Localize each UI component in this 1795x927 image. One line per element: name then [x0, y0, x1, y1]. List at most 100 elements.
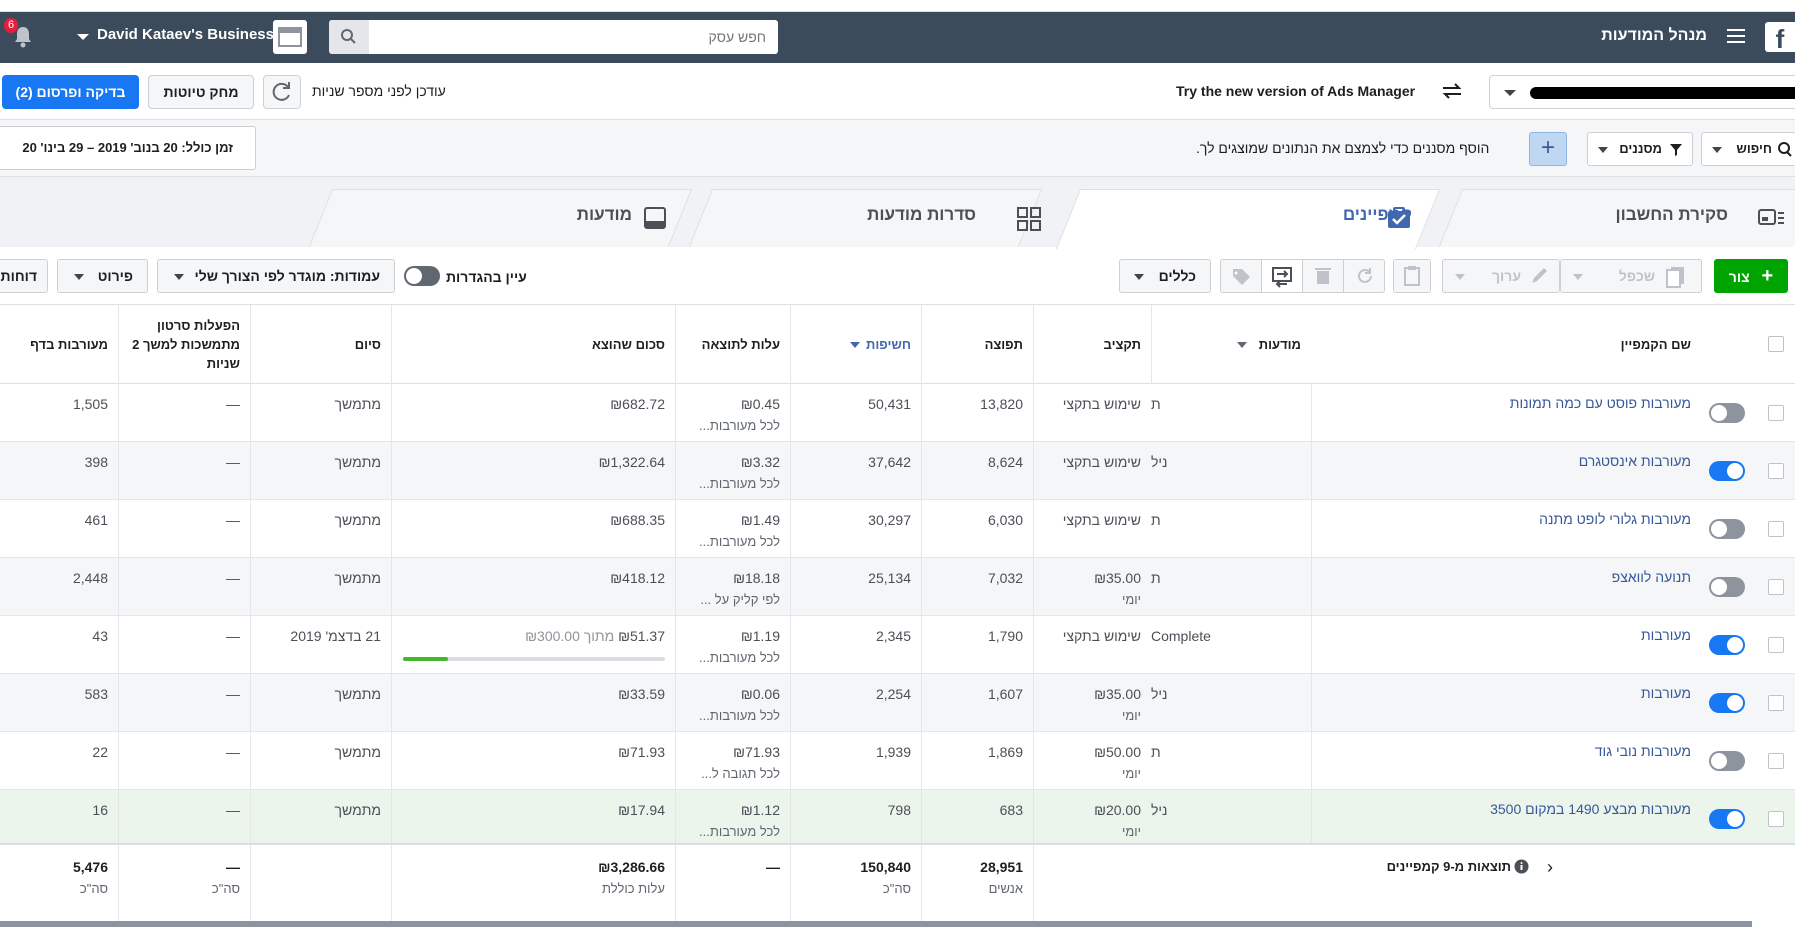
date-range-picker[interactable]: זמן כולל: 20 בנוב' 2019 – 29 בינו' 20	[0, 126, 256, 170]
row-checkbox[interactable]	[1768, 521, 1784, 537]
tag-icon[interactable]	[1221, 260, 1262, 292]
row-checkbox[interactable]	[1768, 579, 1784, 595]
view-setup-toggle[interactable]	[404, 266, 440, 286]
bell-icon[interactable]	[10, 24, 36, 50]
row-checkbox[interactable]	[1768, 463, 1784, 479]
compare-icon[interactable]	[1262, 260, 1303, 292]
col-delivery-wrap[interactable]: מודעות	[1151, 305, 1311, 384]
add-filter-button[interactable]: +	[1529, 132, 1567, 166]
filters-button[interactable]: מסננים	[1587, 132, 1693, 166]
col-amount-spent[interactable]: סכום שהוצא	[391, 305, 675, 384]
table-row[interactable]: מעורבות אינסטגרם ניל שימוש בתקצי 8,624 37,64…	[0, 442, 1795, 500]
tab-ad-sets[interactable]	[687, 189, 1043, 249]
horizontal-scrollbar[interactable]	[0, 921, 1752, 927]
trash-icon[interactable]	[1303, 260, 1344, 292]
cost-sub: לכל תגובה ל...	[701, 766, 780, 781]
totals-reach-value: 28,951	[980, 859, 1023, 875]
menu-icon[interactable]	[1727, 29, 1745, 43]
review-publish-button[interactable]: בדיקה ופרסום (2)	[2, 75, 139, 109]
table-row[interactable]: מעורבות גלורי לופט מתנה ת שימוש בתקצי 6,030…	[0, 500, 1795, 558]
col-impressions-wrap[interactable]: חשיפות	[790, 305, 921, 384]
info-icon[interactable]	[1514, 859, 1529, 877]
campaign-name-link[interactable]: מעורבות אינסטגרם	[1578, 453, 1691, 469]
campaign-name-link[interactable]: מעורבות פוסט עם כמה תמונות	[1509, 395, 1691, 411]
edit-button[interactable]: ערוך	[1442, 259, 1560, 293]
table-row[interactable]: מעורבות פוסט עם כמה תמונות ת שימוש בתקצי 13…	[0, 384, 1795, 442]
campaign-name-link[interactable]: מעורבות	[1640, 685, 1691, 701]
engagement-value: 16	[92, 802, 108, 818]
campaign-toggle[interactable]	[1709, 693, 1745, 713]
col-budget[interactable]: תקציב	[1033, 305, 1151, 384]
table-row[interactable]: מעורבות Complete שימוש בתקצי 1,790 2,345 ₪1.1…	[0, 616, 1795, 674]
campaign-toggle[interactable]	[1709, 403, 1745, 423]
campaign-name-link[interactable]: מעורבות גלורי לופט מתנה	[1539, 511, 1691, 527]
business-search[interactable]	[329, 20, 778, 54]
campaign-toggle[interactable]	[1709, 519, 1745, 539]
campaign-toggle[interactable]	[1709, 751, 1745, 771]
campaign-toggle[interactable]	[1709, 809, 1745, 829]
col-reach[interactable]: תפוצה	[921, 305, 1033, 384]
table-row[interactable]: תנועה לוואצפ ת ₪35.00 יומי 7,032 25,134 ₪18.18…	[0, 558, 1795, 616]
video-cell: —	[118, 442, 250, 500]
reach-cell: 683	[921, 790, 1033, 848]
table-row[interactable]: מעורבות נובי גוד ת ₪50.00 יומי 1,869 1,939 ₪71…	[0, 732, 1795, 790]
delivery-status: ניל	[1151, 802, 1168, 818]
undo-icon[interactable]	[1344, 260, 1385, 292]
campaign-toggle[interactable]	[1709, 461, 1745, 481]
ends-value: מתמשך	[334, 512, 381, 528]
business-avatar[interactable]	[273, 20, 307, 54]
table-row[interactable]: מעורבות מבצע 1490 במקום 3500 ניל ₪20.00 יומ…	[0, 790, 1795, 848]
campaign-name-link[interactable]: מעורבות נובי גוד	[1594, 743, 1691, 759]
create-button[interactable]: צור +	[1714, 259, 1788, 293]
row-checkbox[interactable]	[1768, 695, 1784, 711]
tab-ads[interactable]	[307, 189, 693, 249]
campaign-toggle[interactable]	[1709, 635, 1745, 655]
col-ends[interactable]: סיום	[250, 305, 391, 384]
tab-account-overview-label[interactable]: סקירת החשבון	[1615, 205, 1728, 224]
chevron-left-icon[interactable]: ‹	[1547, 857, 1553, 877]
breakdown-button[interactable]: פירוט	[57, 259, 148, 293]
table-header: שם הקמפיין מודעות תקציב תפוצה חשיפות עלו…	[0, 305, 1795, 384]
col-campaign-name[interactable]: שם הקמפיין	[1151, 305, 1701, 384]
col-cost-per-result[interactable]: עלות לתוצאה	[675, 305, 790, 384]
table-row[interactable]: מעורבות ניל ₪35.00 יומי 1,607 2,254 ₪0.06 לכל מ…	[0, 674, 1795, 732]
campaign-name-link[interactable]: מעורבות	[1640, 627, 1691, 643]
campaign-name-link[interactable]: תנועה לוואצפ	[1611, 569, 1691, 585]
account-selector[interactable]	[1489, 75, 1795, 109]
try-new-version-link[interactable]: Try the new version of Ads Manager	[1176, 83, 1416, 99]
business-search-input[interactable]	[369, 20, 774, 54]
campaign-name-cell: מעורבות נובי גוד	[1311, 732, 1701, 790]
duplicate-button[interactable]: שכפל	[1560, 259, 1702, 293]
refresh-button[interactable]	[263, 75, 301, 109]
col-page-engagement[interactable]: מעורבות בדף	[0, 305, 118, 384]
rules-button[interactable]: כללים	[1119, 259, 1211, 293]
campaign-name-link[interactable]: מעורבות מבצע 1490 במקום 3500	[1490, 801, 1691, 817]
reports-button[interactable]: דוחות	[0, 259, 48, 293]
row-checkbox[interactable]	[1768, 753, 1784, 769]
discard-drafts-button[interactable]: מחק טיוטות	[148, 75, 254, 109]
row-checkbox[interactable]	[1768, 405, 1784, 421]
search-filter-button[interactable]: חיפוש	[1701, 132, 1795, 166]
business-name[interactable]: David Kataev's Business	[97, 26, 274, 43]
video-cell: —	[118, 790, 250, 848]
delivery-status: ת	[1151, 570, 1161, 586]
impressions-value: 50,431	[868, 396, 911, 412]
swap-icon[interactable]	[1440, 79, 1464, 103]
ab-test-button[interactable]	[1393, 259, 1431, 293]
budget-cell: שימוש בתקצי	[1033, 616, 1151, 674]
facebook-logo-icon[interactable]: f	[1765, 22, 1795, 54]
totals-spent-sub: עלות כוללת	[602, 881, 665, 896]
budget-value: ₪35.00	[1094, 686, 1141, 702]
row-checkbox[interactable]	[1768, 811, 1784, 827]
chevron-down-icon[interactable]	[77, 34, 89, 40]
tab-ads-label[interactable]: מודעות	[576, 205, 632, 224]
engagement-value: 398	[84, 454, 108, 470]
campaign-toggle[interactable]	[1709, 577, 1745, 597]
row-checkbox[interactable]	[1768, 637, 1784, 653]
search-icon[interactable]	[329, 20, 369, 54]
select-all-checkbox[interactable]	[1768, 336, 1784, 352]
col-video-plays[interactable]: הפעלות סרטון מתמשכות למשך 2 שניות	[118, 305, 250, 384]
columns-button[interactable]: עמודות: מוגדר לפי הצורך שלי	[157, 259, 395, 293]
reach-cell: 7,032	[921, 558, 1033, 616]
tab-ad-sets-label[interactable]: סדרות מודעות	[867, 205, 976, 224]
